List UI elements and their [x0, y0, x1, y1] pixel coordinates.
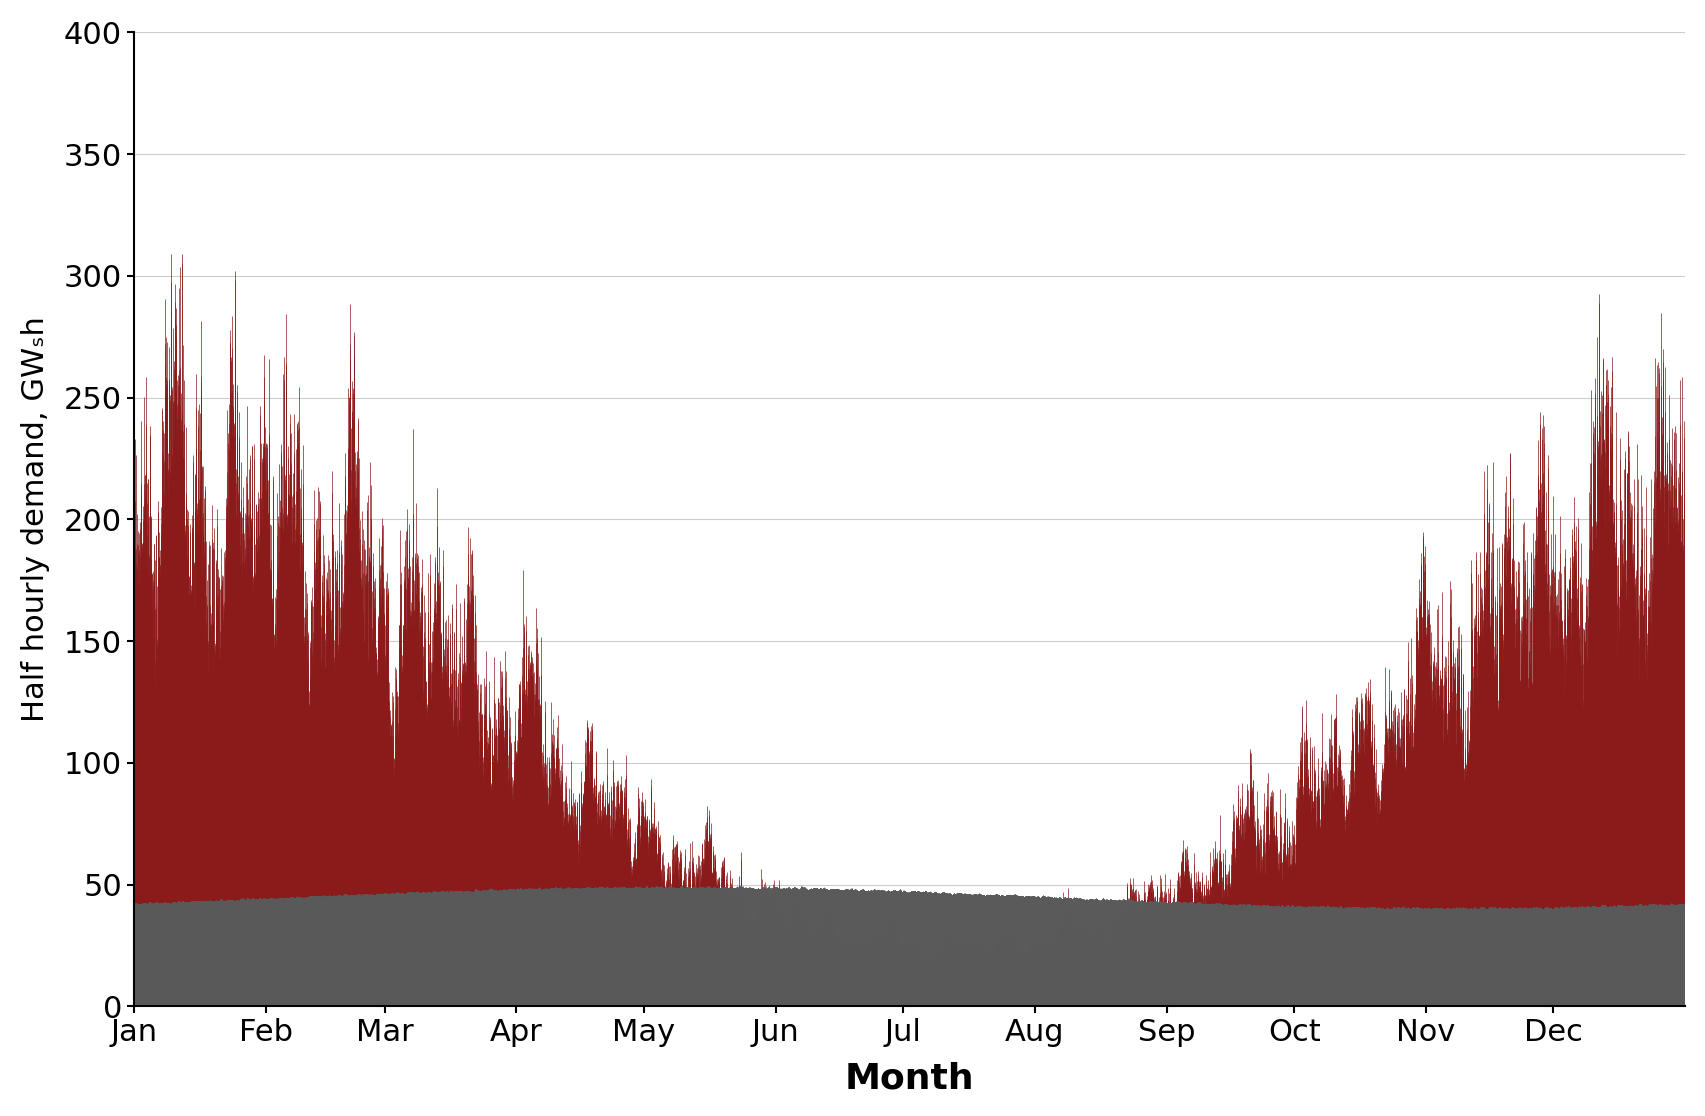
X-axis label: Month: Month: [844, 1061, 974, 1095]
Y-axis label: Half hourly demand, GWₛh: Half hourly demand, GWₛh: [20, 317, 49, 722]
